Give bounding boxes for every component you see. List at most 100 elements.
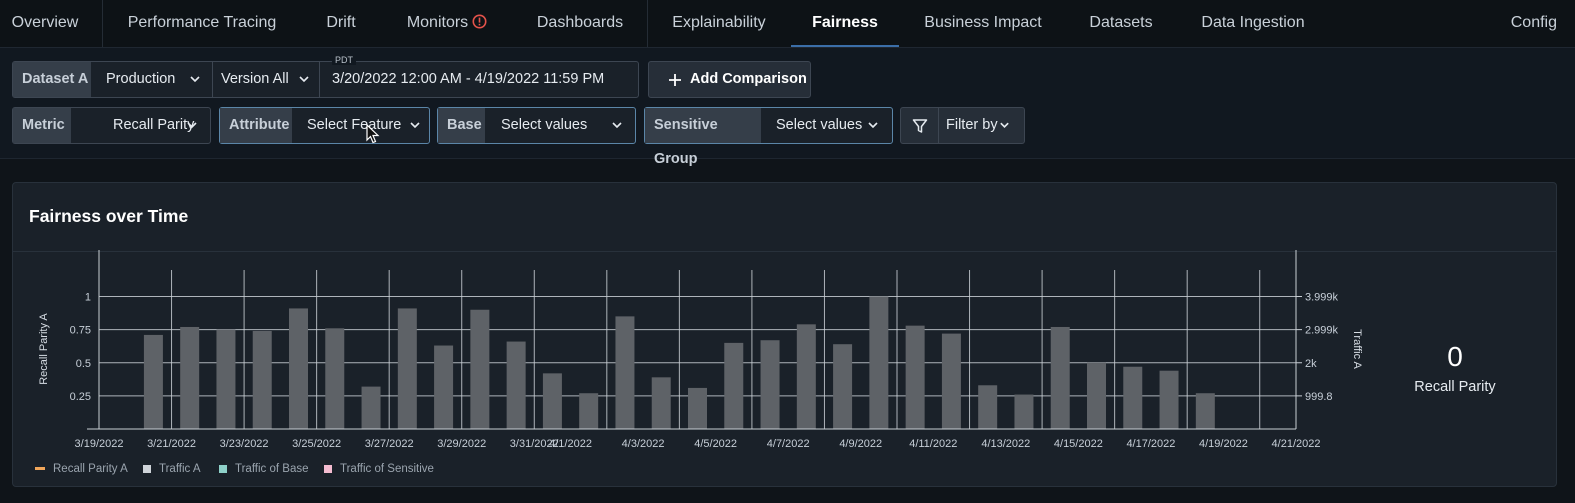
legend-item-traffic-of-base[interactable]: Traffic of Base xyxy=(219,463,309,475)
tab-fairness[interactable]: Fairness xyxy=(791,0,899,47)
legend-box-swatch xyxy=(324,464,332,473)
plus-icon xyxy=(669,74,681,86)
attribute-label: Attribute xyxy=(220,108,292,143)
y2-tick-label: 999.8 xyxy=(1305,391,1333,403)
x-tick-label: 4/7/2022 xyxy=(767,438,810,450)
base-value: Select values xyxy=(501,117,588,133)
legend-item-traffic-a[interactable]: Traffic A xyxy=(143,463,201,475)
chevron-down-icon[interactable] xyxy=(298,73,310,85)
tab-monitors-label: Monitors xyxy=(406,14,469,31)
legend-item-recall-parity-a[interactable]: Recall Parity A xyxy=(35,463,128,475)
legend-item-traffic-of-sensitive[interactable]: Traffic of Sensitive xyxy=(324,463,434,475)
chevron-down-icon xyxy=(187,122,197,129)
base-label: Base xyxy=(438,108,485,143)
bar xyxy=(252,330,272,429)
bar xyxy=(724,342,744,429)
y-tick-label: 1 xyxy=(85,292,91,304)
x-tick-label: 4/19/2022 xyxy=(1199,438,1248,450)
filter-by-label: Filter by xyxy=(946,117,998,133)
axes xyxy=(87,250,1297,430)
funnel-icon xyxy=(912,119,928,133)
tab-business-impact[interactable]: Business Impact xyxy=(924,14,1042,31)
base-selector[interactable]: Base Select values xyxy=(437,107,636,144)
bar xyxy=(869,296,889,429)
bar xyxy=(651,377,671,429)
date-range-picker[interactable]: 3/20/2022 12:00 AM - 4/19/2022 11:59 PM xyxy=(332,71,605,87)
filter-toolbar: Dataset A Production Version All PDT 3/2… xyxy=(0,48,1575,167)
legend-label: Traffic A xyxy=(159,463,201,475)
add-comparison-label: Add Comparison xyxy=(690,71,807,87)
metric-selector[interactable]: Metric Recall Parity xyxy=(12,107,211,144)
x-tick-label: 4/1/2022 xyxy=(549,438,592,450)
legend-label: Traffic of Base xyxy=(235,463,309,475)
metric-value: Recall Parity xyxy=(113,117,195,133)
divider xyxy=(319,62,320,97)
tab-performance-tracing[interactable]: Performance Tracing xyxy=(127,14,277,31)
metric-label: Metric xyxy=(13,108,71,143)
divider xyxy=(212,62,213,97)
x-tick-label: 3/31/2022 xyxy=(510,438,559,450)
top-nav: Overview Performance Tracing Drift Monit… xyxy=(0,0,1575,48)
sensitive-group-selector[interactable]: Sensitive Group Select values xyxy=(644,107,893,167)
legend-label: Recall Parity A xyxy=(53,463,128,475)
y2-tick-label: 2k xyxy=(1305,358,1317,370)
legend-line-swatch xyxy=(35,467,45,471)
dataset-value[interactable]: Production xyxy=(106,71,176,87)
chevron-down-icon xyxy=(868,122,878,129)
card-header: Fairness over Time xyxy=(13,183,1556,252)
bar xyxy=(143,334,163,429)
bar xyxy=(1195,393,1215,429)
x-tick-label: 3/23/2022 xyxy=(220,438,269,450)
x-tick-label: 3/27/2022 xyxy=(365,438,414,450)
x-tick-label: 4/13/2022 xyxy=(981,438,1030,450)
y2-axis-label: Traffic A xyxy=(1351,329,1363,369)
x-tick-label: 3/29/2022 xyxy=(437,438,486,450)
chevron-down-icon[interactable] xyxy=(189,73,201,85)
x-tick-label: 4/9/2022 xyxy=(839,438,882,450)
filter-icon-box xyxy=(901,108,939,143)
x-tick-label: 3/19/2022 xyxy=(75,438,124,450)
tab-config[interactable]: Config xyxy=(1510,14,1557,31)
bar xyxy=(688,387,707,429)
legend-label: Traffic of Sensitive xyxy=(340,463,434,475)
version-value[interactable]: Version All xyxy=(221,71,289,87)
bar xyxy=(470,309,490,429)
bar xyxy=(434,345,454,429)
tab-dashboards[interactable]: Dashboards xyxy=(536,14,624,31)
chevron-down-icon xyxy=(410,122,420,129)
attribute-value: Select Feature xyxy=(307,117,402,133)
bars xyxy=(143,296,1215,429)
bar xyxy=(506,341,526,429)
fairness-chart: 1 3.999k 0.75 2.999k 0.5 2k 0.25 999.8 3/19/2022… xyxy=(38,250,1363,451)
y2-tick-label: 3.999k xyxy=(1305,292,1339,304)
x-tick-label: 4/17/2022 xyxy=(1126,438,1175,450)
y-tick-label: 0.25 xyxy=(70,391,91,403)
filter-by-button[interactable]: Filter by xyxy=(900,107,1025,144)
recall-parity-value: 0 xyxy=(1447,341,1463,372)
bar xyxy=(216,329,236,429)
tab-monitors[interactable]: Monitors xyxy=(392,0,502,47)
y-axis-label: Recall Parity A xyxy=(38,313,50,385)
bar xyxy=(1050,326,1070,429)
attribute-selector[interactable]: Attribute Select Feature xyxy=(219,107,430,144)
tab-datasets[interactable]: Datasets xyxy=(1089,14,1153,31)
bar xyxy=(325,328,345,429)
bar xyxy=(978,385,998,429)
bar xyxy=(941,333,961,429)
tick-labels: 1 3.999k 0.75 2.999k 0.5 2k 0.25 999.8 3/19/2022… xyxy=(70,292,1339,451)
x-tick-label: 4/21/2022 xyxy=(1272,438,1321,450)
bar xyxy=(833,344,853,429)
grid-vertical xyxy=(98,270,1261,429)
add-comparison-button[interactable]: Add Comparison xyxy=(648,61,811,98)
tab-data-ingestion[interactable]: Data Ingestion xyxy=(1201,14,1305,31)
bar xyxy=(1123,366,1143,429)
mouse-cursor-icon xyxy=(366,124,380,144)
bar xyxy=(579,393,599,429)
tab-overview[interactable]: Overview xyxy=(11,14,79,31)
tab-drift[interactable]: Drift xyxy=(326,14,356,31)
bar xyxy=(1159,370,1179,429)
legend-box-swatch xyxy=(219,464,227,473)
bar xyxy=(180,326,200,429)
tab-explainability[interactable]: Explainability xyxy=(672,14,766,31)
x-tick-label: 4/15/2022 xyxy=(1054,438,1103,450)
